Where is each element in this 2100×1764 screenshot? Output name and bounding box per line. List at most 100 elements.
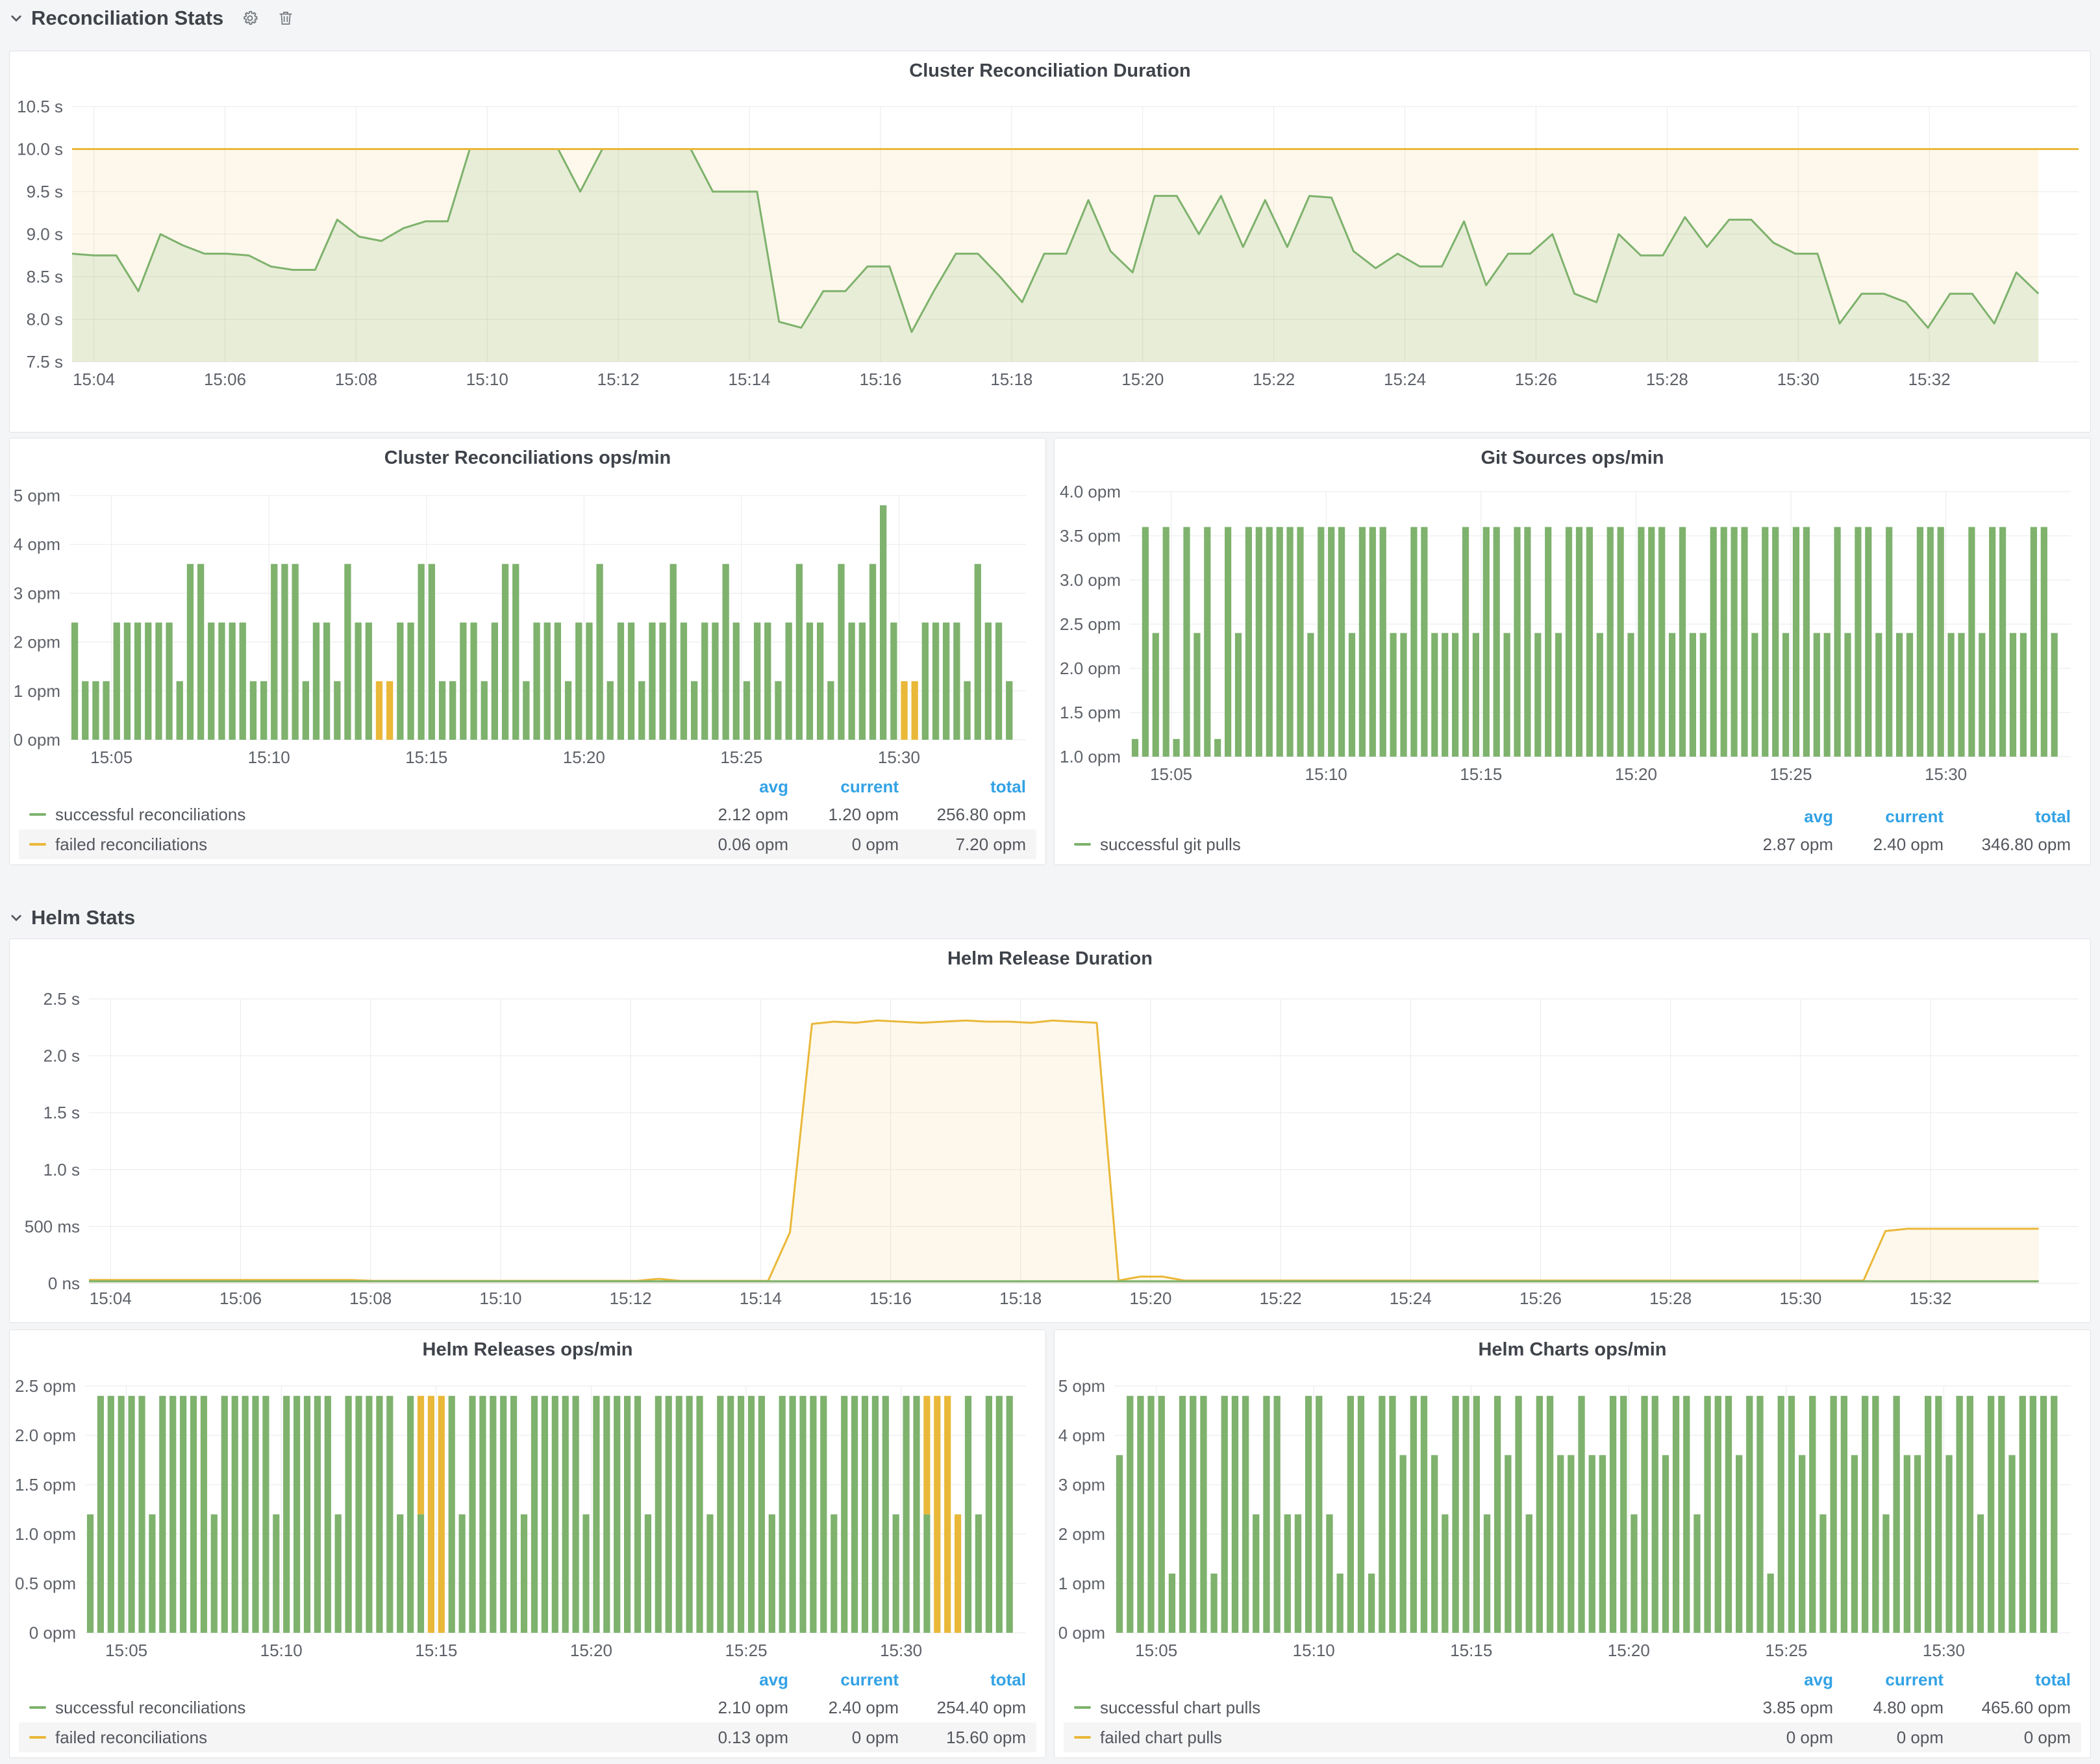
legend-col-current[interactable]: current [1885, 1669, 1944, 1689]
git-sources-chart[interactable]: 4.0 opm 3.5 opm 3.0 opm 2.5 opm 2.0 opm 1.5 o… [1055, 438, 2090, 864]
cluster-reconciliation-duration-chart[interactable]: 10.5 s 10.0 s 9.5 s 9.0 s 8.5 s 8.0 s 7.5 s 15:… [10, 51, 2090, 432]
legend-series-label[interactable]: failed chart pulls [1100, 1727, 1222, 1747]
row-delete-button[interactable] [277, 9, 295, 27]
panel-title[interactable]: Cluster Reconciliations ops/min [384, 447, 671, 468]
section-toggle-helm-stats[interactable]: Helm Stats [9, 905, 135, 931]
svg-text:15:14: 15:14 [740, 1289, 782, 1308]
gear-icon [244, 10, 258, 25]
svg-text:2.5 opm: 2.5 opm [1060, 614, 1121, 634]
svg-text:15:28: 15:28 [1649, 1289, 1692, 1308]
panel-title[interactable]: Git Sources ops/min [1481, 447, 1664, 468]
legend-row: successful git pulls 2.87 opm 2.40 opm 346.… [1064, 829, 2081, 859]
helm-release-duration-chart[interactable]: 2.5 s 2.0 s 1.5 s 1.0 s 500 ms 0 ns 15:04 15:06… [10, 939, 2090, 1322]
section-toggle-reconciliation-stats[interactable]: Reconciliation Stats [9, 5, 223, 31]
svg-text:9.0 s: 9.0 s [27, 225, 63, 244]
legend-series-label[interactable]: successful reconciliations [55, 804, 246, 824]
legend-col-avg[interactable]: avg [759, 776, 788, 796]
panel-title[interactable]: Cluster Reconciliation Duration [909, 60, 1191, 81]
svg-text:15:18: 15:18 [999, 1289, 1042, 1308]
panel-title[interactable]: Helm Release Duration [947, 948, 1153, 969]
legend-series-label[interactable]: failed reconciliations [55, 1727, 208, 1747]
legend-value-total: 346.80 opm [1981, 834, 2071, 854]
panel-cluster-reconciliations-opm: Cluster Reconciliations ops/min 5 opm 4 o… [9, 438, 1046, 865]
svg-text:15:30: 15:30 [878, 748, 920, 767]
helm-charts-chart[interactable]: 5 opm 4 opm 3 opm 2 opm 1 opm 0 opm 15:05 15:10… [1055, 1330, 2090, 1758]
panel-title[interactable]: Helm Releases ops/min [422, 1339, 633, 1360]
legend-series-label[interactable]: successful chart pulls [1100, 1697, 1261, 1717]
svg-text:8.0 s: 8.0 s [27, 310, 63, 329]
svg-text:15:22: 15:22 [1253, 370, 1295, 389]
panel-helm-releases-opm: Helm Releases ops/min 2.5 opm 2.0 opm 1.5 … [9, 1329, 1046, 1758]
panel-title[interactable]: Helm Charts ops/min [1478, 1339, 1667, 1360]
svg-text:0 opm: 0 opm [29, 1623, 76, 1643]
legend-value-avg: 0 opm [1786, 1727, 1833, 1747]
legend-row: successful chart pulls 3.85 opm 4.80 opm 46… [1064, 1693, 2081, 1722]
svg-text:15:10: 15:10 [248, 748, 290, 767]
legend-col-avg[interactable]: avg [1804, 806, 1833, 826]
svg-text:1.0 s: 1.0 s [44, 1160, 80, 1179]
svg-text:8.5 s: 8.5 s [27, 267, 63, 286]
legend-row: successful reconciliations 2.12 opm 1.20 o… [19, 800, 1036, 829]
legend-value-current: 1.20 opm [828, 804, 899, 824]
svg-text:1.0 opm: 1.0 opm [15, 1524, 76, 1544]
svg-text:4 opm: 4 opm [14, 535, 60, 554]
panel-helm-charts-opm: Helm Charts ops/min 5 opm 4 opm 3 opm 2 opm… [1054, 1329, 2091, 1758]
legend: avg current total successful reconciliation… [19, 1667, 1036, 1752]
legend-col-avg[interactable]: avg [759, 1669, 788, 1689]
svg-text:15:10: 15:10 [1293, 1641, 1335, 1660]
legend-col-current[interactable]: current [1885, 806, 1944, 826]
row-settings-button[interactable] [240, 8, 260, 28]
series-color-dash [29, 813, 46, 816]
svg-text:15:30: 15:30 [1777, 370, 1819, 389]
svg-text:15:06: 15:06 [204, 370, 246, 389]
legend: avg current total successful chart pulls 3.8… [1064, 1667, 2081, 1752]
svg-text:15:26: 15:26 [1519, 1289, 1562, 1308]
svg-text:1 opm: 1 opm [1058, 1574, 1105, 1593]
svg-text:500 ms: 500 ms [25, 1216, 80, 1236]
legend-col-total[interactable]: total [2035, 806, 2071, 826]
svg-text:15:30: 15:30 [1779, 1289, 1821, 1308]
series-color-dash [29, 1736, 46, 1739]
legend-value-current: 0 opm [1896, 1727, 1944, 1747]
svg-text:4.0 opm: 4.0 opm [1060, 482, 1121, 501]
legend-col-total[interactable]: total [2035, 1669, 2071, 1689]
svg-text:0 opm: 0 opm [14, 730, 60, 750]
svg-text:15:30: 15:30 [880, 1641, 922, 1660]
legend-series-label[interactable]: successful reconciliations [55, 1697, 246, 1717]
helm-releases-chart[interactable]: 2.5 opm 2.0 opm 1.5 opm 1.0 opm 0.5 opm 0 opm… [10, 1330, 1045, 1758]
legend-value-avg: 2.12 opm [718, 804, 788, 824]
legend-col-total[interactable]: total [990, 1669, 1026, 1689]
svg-text:10.0 s: 10.0 s [17, 140, 63, 159]
series-color-dash [1074, 843, 1091, 846]
chevron-down-icon [9, 11, 23, 25]
section-title: Reconciliation Stats [31, 6, 224, 29]
svg-text:15:25: 15:25 [725, 1641, 767, 1660]
svg-text:15:10: 15:10 [1305, 764, 1347, 784]
svg-text:15:14: 15:14 [729, 370, 771, 389]
legend: avg current total successful reconciliation… [19, 774, 1036, 859]
legend-col-total[interactable]: total [990, 776, 1026, 796]
svg-text:15:15: 15:15 [1450, 1641, 1492, 1660]
section-title: Helm Stats [31, 906, 136, 929]
svg-text:1 opm: 1 opm [14, 681, 60, 701]
svg-text:15:30: 15:30 [1925, 764, 1967, 784]
legend: avg current total successful git pulls 2.87 … [1064, 803, 2081, 859]
svg-text:5 opm: 5 opm [14, 486, 60, 505]
legend-col-current[interactable]: current [840, 776, 899, 796]
legend-col-avg[interactable]: avg [1804, 1669, 1833, 1689]
svg-text:10.5 s: 10.5 s [17, 97, 63, 116]
legend-col-current[interactable]: current [840, 1669, 899, 1689]
legend-series-label[interactable]: successful git pulls [1100, 834, 1241, 854]
legend-row: successful reconciliations 2.10 opm 2.40 o… [19, 1693, 1036, 1722]
panel-cluster-reconciliation-duration: Cluster Reconciliation Duration 10.5 s 10… [9, 51, 2091, 433]
svg-text:15:20: 15:20 [1129, 1289, 1171, 1308]
cluster-reconciliations-chart[interactable]: 5 opm 4 opm 3 opm 2 opm 1 opm 0 opm 15:05 15:10… [10, 438, 1045, 864]
legend-value-current: 0 opm [851, 1727, 899, 1747]
svg-text:7.5 s: 7.5 s [27, 352, 63, 372]
svg-text:0.5 opm: 0.5 opm [15, 1574, 76, 1593]
svg-text:1.0 opm: 1.0 opm [1060, 747, 1121, 766]
svg-text:2.0 opm: 2.0 opm [1060, 659, 1121, 678]
legend-series-label[interactable]: failed reconciliations [55, 834, 208, 854]
svg-text:15:12: 15:12 [597, 370, 640, 389]
svg-text:15:04: 15:04 [73, 370, 115, 389]
